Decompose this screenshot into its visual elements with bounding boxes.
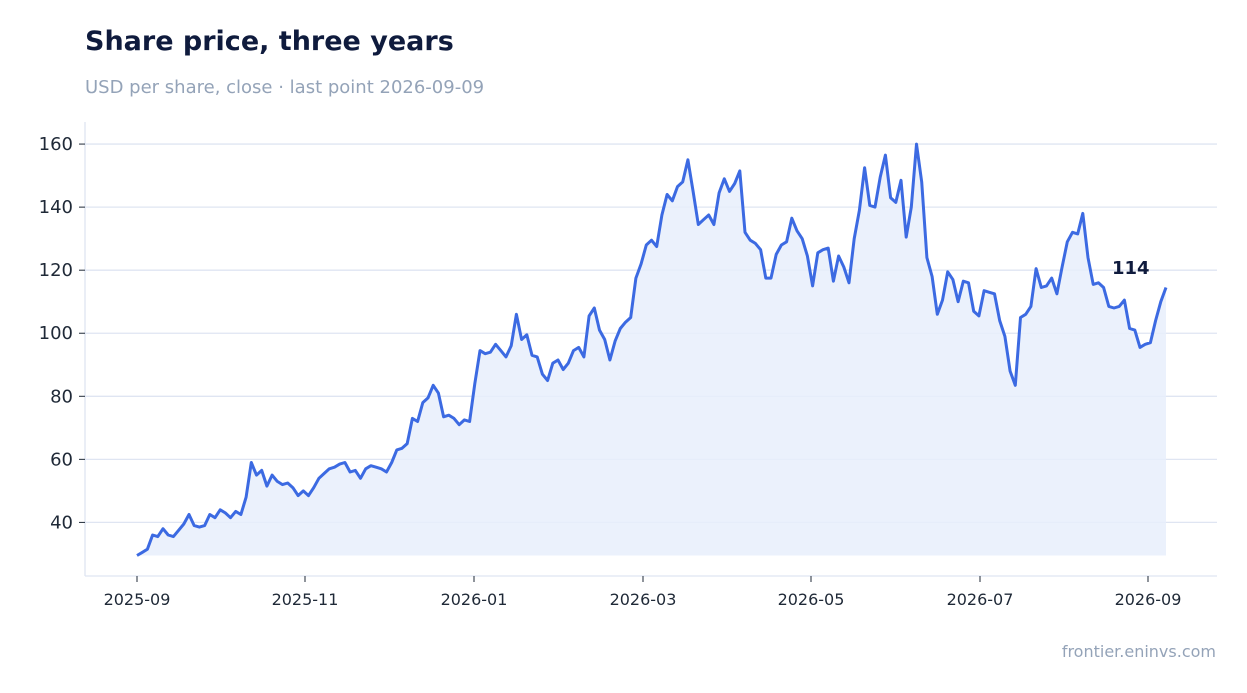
x-tick-label: 2026-01	[441, 590, 508, 609]
x-tick-label: 2026-03	[610, 590, 677, 609]
x-tick-label: 2025-11	[272, 590, 339, 609]
y-tick-label: 100	[39, 323, 73, 344]
y-tick-label: 60	[50, 449, 73, 470]
price-area	[137, 144, 1166, 556]
y-tick-label: 140	[39, 197, 73, 218]
x-axis-ticks: 2025-09 2025-11 2026-01 2026-03 2026-05 2026-…	[104, 576, 1182, 609]
last-value-label: 114	[1112, 258, 1150, 279]
chart-title: Share price, three years	[85, 26, 454, 57]
y-tick-label: 120	[39, 260, 73, 281]
x-tick-label: 2026-05	[778, 590, 845, 609]
source-credit: frontier.eninvs.com	[1061, 642, 1216, 661]
y-tick-label: 80	[50, 386, 73, 407]
y-tick-label: 40	[50, 512, 73, 533]
chart-subtitle: USD per share, close · last point 2026-0…	[85, 77, 485, 98]
x-tick-label: 2025-09	[104, 590, 171, 609]
y-tick-label: 160	[39, 134, 73, 155]
price-line	[136, 142, 1168, 557]
x-tick-label: 2026-07	[947, 590, 1014, 609]
y-axis-ticks: 40 60 80 100 120 140 160	[39, 134, 85, 533]
axes	[84, 122, 1217, 577]
x-tick-label: 2026-09	[1115, 590, 1182, 609]
